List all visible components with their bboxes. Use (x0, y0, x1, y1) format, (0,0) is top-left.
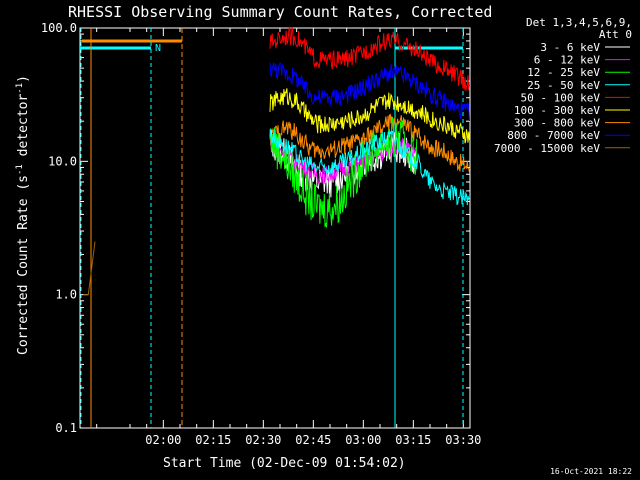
x-tick-label: 03:00 (345, 433, 381, 447)
series-line-7 (269, 62, 470, 122)
x-tick-label: 02:00 (145, 433, 181, 447)
x-tick-label: 03:15 (395, 433, 431, 447)
plot-frame (79, 27, 471, 429)
series-line-8 (83, 241, 96, 296)
footer-date: 16-Oct-2021 18:22 (550, 467, 632, 476)
overlay-lines: N (80, 28, 464, 428)
plot-area: 0.1 1.0 10.0 100.0 02:00 02:15 02:30 02:45 03:0… (41, 21, 482, 447)
night-marker: N (155, 43, 161, 54)
y-tick-label: 0.1 (55, 421, 77, 435)
y-axis: 0.1 1.0 10.0 100.0 (41, 21, 470, 435)
x-tick-label: 02:15 (195, 433, 231, 447)
y-axis-label-end: ) (16, 75, 31, 83)
legend-label: 3 - 6 keV (540, 41, 600, 54)
y-axis-label-main: Corrected Count Rate (s (16, 175, 31, 355)
y-axis-label-sup2: -1 (15, 83, 25, 94)
x-tick-label: 02:45 (295, 433, 331, 447)
legend-label: 100 - 300 keV (514, 104, 600, 117)
series-lines (83, 26, 470, 296)
y-axis-label-mid: detector (16, 94, 31, 165)
series-line-2 (269, 116, 418, 228)
x-tick-label: 02:30 (245, 433, 281, 447)
legend-label: 12 - 25 keV (527, 66, 600, 79)
series-line-6 (269, 113, 470, 173)
legend-label: 800 - 7000 keV (507, 129, 600, 142)
y-tick-label: 100.0 (41, 21, 77, 35)
legend-label: 25 - 50 keV (527, 79, 600, 92)
legend-label: 7000 - 15000 keV (494, 142, 600, 155)
y-tick-label: 10.0 (48, 154, 77, 168)
chart-title: RHESSI Observing Summary Count Rates, Co… (68, 3, 492, 21)
x-axis-label: Start Time (02-Dec-09 01:54:02) (163, 456, 406, 471)
legend-label: 50 - 100 keV (521, 91, 601, 104)
legend-label: 300 - 800 keV (514, 117, 600, 130)
series-line-4 (269, 26, 470, 91)
legend-header: Det 1,3,4,5,6,9, (526, 16, 632, 29)
legend-label: 6 - 12 keV (534, 54, 601, 67)
x-axis: 02:00 02:15 02:30 02:45 03:00 03:15 03:30 (96, 28, 481, 447)
x-tick-label: 03:30 (445, 433, 481, 447)
y-axis-label: Corrected Count Rate (s-1 detector-1) (15, 75, 31, 355)
y-axis-label-sup1: -1 (15, 164, 25, 175)
legend-header-att: Att 0 (599, 28, 632, 41)
series-line-5 (269, 88, 470, 144)
y-tick-label: 1.0 (55, 288, 77, 302)
series-line-1 (269, 136, 418, 184)
series-line-3 (269, 128, 470, 206)
